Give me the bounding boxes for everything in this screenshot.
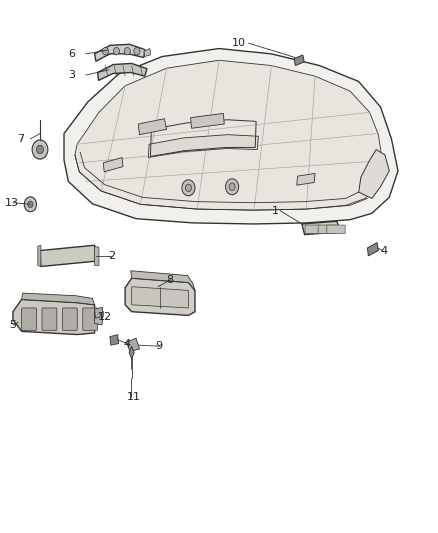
Text: 11: 11 bbox=[127, 392, 141, 402]
Polygon shape bbox=[144, 49, 150, 56]
Polygon shape bbox=[191, 114, 224, 128]
Polygon shape bbox=[21, 293, 95, 305]
Polygon shape bbox=[75, 60, 383, 210]
Text: 10: 10 bbox=[232, 38, 246, 48]
Text: 4: 4 bbox=[381, 246, 388, 255]
Polygon shape bbox=[40, 245, 96, 266]
Polygon shape bbox=[103, 158, 123, 172]
Text: 12: 12 bbox=[98, 312, 112, 322]
Polygon shape bbox=[129, 346, 134, 359]
Polygon shape bbox=[95, 44, 145, 61]
Polygon shape bbox=[98, 63, 147, 80]
Circle shape bbox=[229, 183, 235, 190]
FancyBboxPatch shape bbox=[21, 308, 36, 330]
Circle shape bbox=[182, 180, 195, 196]
FancyBboxPatch shape bbox=[62, 308, 77, 330]
Text: 6: 6 bbox=[68, 49, 75, 59]
FancyBboxPatch shape bbox=[305, 225, 320, 233]
Polygon shape bbox=[110, 335, 119, 345]
Circle shape bbox=[134, 47, 140, 55]
Circle shape bbox=[226, 179, 239, 195]
Text: 2: 2 bbox=[108, 251, 115, 261]
Circle shape bbox=[113, 47, 120, 55]
FancyBboxPatch shape bbox=[42, 308, 57, 330]
Polygon shape bbox=[297, 173, 315, 185]
Polygon shape bbox=[95, 309, 103, 325]
Circle shape bbox=[24, 197, 36, 212]
Polygon shape bbox=[367, 243, 378, 256]
Polygon shape bbox=[95, 246, 99, 265]
Circle shape bbox=[36, 146, 43, 154]
Polygon shape bbox=[359, 150, 389, 198]
Polygon shape bbox=[138, 119, 166, 135]
Polygon shape bbox=[127, 338, 140, 352]
Text: 1: 1 bbox=[272, 206, 279, 216]
Polygon shape bbox=[125, 278, 195, 316]
Polygon shape bbox=[302, 221, 340, 235]
Polygon shape bbox=[38, 245, 41, 266]
Polygon shape bbox=[294, 55, 304, 66]
Polygon shape bbox=[148, 135, 258, 158]
FancyBboxPatch shape bbox=[83, 308, 98, 330]
Polygon shape bbox=[95, 308, 103, 318]
Text: 7: 7 bbox=[17, 134, 25, 144]
Polygon shape bbox=[13, 300, 95, 335]
Text: 9: 9 bbox=[155, 341, 163, 351]
Circle shape bbox=[185, 184, 191, 191]
Text: 13: 13 bbox=[5, 198, 19, 208]
Circle shape bbox=[124, 47, 131, 55]
Polygon shape bbox=[131, 271, 195, 290]
Text: 3: 3 bbox=[68, 70, 75, 80]
Circle shape bbox=[28, 201, 33, 207]
Text: 4: 4 bbox=[123, 338, 130, 349]
Circle shape bbox=[32, 140, 48, 159]
Polygon shape bbox=[64, 49, 398, 224]
Text: 5: 5 bbox=[10, 320, 17, 330]
Polygon shape bbox=[132, 287, 188, 308]
FancyBboxPatch shape bbox=[318, 225, 336, 233]
Circle shape bbox=[102, 47, 109, 55]
Text: 8: 8 bbox=[166, 275, 174, 285]
FancyBboxPatch shape bbox=[327, 225, 345, 233]
